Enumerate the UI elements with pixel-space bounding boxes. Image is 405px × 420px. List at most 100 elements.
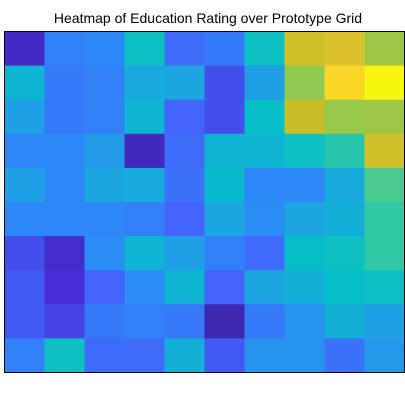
heatmap-cell-r9-c2 bbox=[84, 338, 125, 373]
heatmap-cell-r4-c2 bbox=[84, 167, 125, 203]
heatmap-cell-r5-c4 bbox=[164, 202, 205, 237]
heatmap-cell-r8-c0 bbox=[4, 304, 45, 339]
heatmap-cell-r6-c8 bbox=[324, 236, 365, 271]
heatmap-cell-r5-c5 bbox=[204, 202, 245, 237]
heatmap-cell-r1-c5 bbox=[204, 65, 245, 101]
heatmap-cell-r9-c4 bbox=[164, 338, 205, 373]
heatmap-cell-r0-c8 bbox=[324, 31, 365, 67]
heatmap-cell-r6-c9 bbox=[364, 236, 405, 271]
heatmap-cell-r4-c7 bbox=[284, 167, 325, 203]
heatmap-cell-r2-c9 bbox=[364, 99, 405, 135]
heatmap-cell-r6-c1 bbox=[44, 236, 85, 271]
heatmap-cell-r3-c9 bbox=[364, 133, 405, 169]
heatmap-cell-r2-c4 bbox=[164, 99, 205, 135]
heatmap-cell-r8-c4 bbox=[164, 304, 205, 339]
heatmap-cell-r9-c0 bbox=[4, 338, 45, 373]
heatmap-cell-r9-c5 bbox=[204, 338, 245, 373]
heatmap-cell-r7-c5 bbox=[204, 270, 245, 305]
heatmap-cell-r1-c2 bbox=[84, 65, 125, 101]
heatmap-cell-r0-c0 bbox=[4, 31, 45, 67]
heatmap-cell-r2-c3 bbox=[124, 99, 165, 135]
heatmap-cell-r3-c2 bbox=[84, 133, 125, 169]
heatmap-cell-r3-c0 bbox=[4, 133, 45, 169]
heatmap-cell-r1-c0 bbox=[4, 65, 45, 101]
heatmap-cell-r5-c6 bbox=[244, 202, 285, 237]
heatmap-cell-r2-c1 bbox=[44, 99, 85, 135]
heatmap-cell-r7-c4 bbox=[164, 270, 205, 305]
heatmap-cell-r2-c6 bbox=[244, 99, 285, 135]
heatmap-cell-r8-c5 bbox=[204, 304, 245, 339]
heatmap-cell-r6-c4 bbox=[164, 236, 205, 271]
heatmap-cell-r2-c5 bbox=[204, 99, 245, 135]
heatmap-cell-r9-c6 bbox=[244, 338, 285, 373]
heatmap-cell-r2-c7 bbox=[284, 99, 325, 135]
heatmap-cell-r5-c8 bbox=[324, 202, 365, 237]
heatmap-cell-r6-c5 bbox=[204, 236, 245, 271]
heatmap-cell-r4-c0 bbox=[4, 167, 45, 203]
heatmap-cell-r7-c9 bbox=[364, 270, 405, 305]
heatmap-cell-r5-c1 bbox=[44, 202, 85, 237]
heatmap-cell-r3-c8 bbox=[324, 133, 365, 169]
heatmap-cell-r4-c1 bbox=[44, 167, 85, 203]
heatmap-cell-r5-c9 bbox=[364, 202, 405, 237]
heatmap-cell-r7-c6 bbox=[244, 270, 285, 305]
heatmap-cell-r4-c8 bbox=[324, 167, 365, 203]
heatmap-cell-r8-c3 bbox=[124, 304, 165, 339]
heatmap-cell-r3-c6 bbox=[244, 133, 285, 169]
heatmap-cell-r1-c9 bbox=[364, 65, 405, 101]
heatmap-cell-r8-c6 bbox=[244, 304, 285, 339]
heatmap-cell-r3-c4 bbox=[164, 133, 205, 169]
heatmap-cell-r9-c7 bbox=[284, 338, 325, 373]
heatmap-cell-r0-c3 bbox=[124, 31, 165, 67]
heatmap-cell-r9-c8 bbox=[324, 338, 365, 373]
heatmap-cell-r1-c4 bbox=[164, 65, 205, 101]
heatmap-cell-r5-c2 bbox=[84, 202, 125, 237]
heatmap-cell-r7-c1 bbox=[44, 270, 85, 305]
heatmap-cell-r4-c9 bbox=[364, 167, 405, 203]
heatmap-cell-r4-c5 bbox=[204, 167, 245, 203]
heatmap-cell-r8-c1 bbox=[44, 304, 85, 339]
heatmap-cell-r2-c0 bbox=[4, 99, 45, 135]
heatmap-cell-r4-c6 bbox=[244, 167, 285, 203]
heatmap-cell-r0-c6 bbox=[244, 31, 285, 67]
heatmap-cell-r8-c2 bbox=[84, 304, 125, 339]
heatmap-cell-r7-c2 bbox=[84, 270, 125, 305]
heatmap-cell-r7-c8 bbox=[324, 270, 365, 305]
heatmap-cell-r7-c0 bbox=[4, 270, 45, 305]
heatmap-cell-r9-c1 bbox=[44, 338, 85, 373]
heatmap-cell-r9-c3 bbox=[124, 338, 165, 373]
heatmap-cell-r8-c8 bbox=[324, 304, 365, 339]
heatmap-cell-r0-c2 bbox=[84, 31, 125, 67]
heatmap-cell-r5-c7 bbox=[284, 202, 325, 237]
heatmap-cell-r6-c2 bbox=[84, 236, 125, 271]
heatmap-cell-r5-c3 bbox=[124, 202, 165, 237]
heatmap-cell-r0-c1 bbox=[44, 31, 85, 67]
heatmap-cell-r3-c7 bbox=[284, 133, 325, 169]
heatmap-cell-r6-c6 bbox=[244, 236, 285, 271]
heatmap-cell-r1-c3 bbox=[124, 65, 165, 101]
heatmap-cell-r8-c7 bbox=[284, 304, 325, 339]
heatmap-cells bbox=[4, 31, 405, 373]
heatmap-cell-r9-c9 bbox=[364, 338, 405, 373]
heatmap-cell-r4-c3 bbox=[124, 167, 165, 203]
heatmap-cell-r6-c0 bbox=[4, 236, 45, 271]
heatmap-cell-r0-c7 bbox=[284, 31, 325, 67]
heatmap-cell-r4-c4 bbox=[164, 167, 205, 203]
heatmap-cell-r1-c6 bbox=[244, 65, 285, 101]
chart-title: Heatmap of Education Rating over Prototy… bbox=[54, 10, 362, 26]
heatmap-cell-r3-c3 bbox=[124, 133, 165, 169]
heatmap-cell-r1-c1 bbox=[44, 65, 85, 101]
heatmap-cell-r0-c5 bbox=[204, 31, 245, 67]
heatmap-cell-r1-c7 bbox=[284, 65, 325, 101]
heatmap-cell-r6-c7 bbox=[284, 236, 325, 271]
heatmap-cell-r5-c0 bbox=[4, 202, 45, 237]
heatmap-cell-r0-c4 bbox=[164, 31, 205, 67]
heatmap-cell-r2-c8 bbox=[324, 99, 365, 135]
heatmap-cell-r2-c2 bbox=[84, 99, 125, 135]
heatmap-cell-r0-c9 bbox=[364, 31, 405, 67]
heatmap-cell-r8-c9 bbox=[364, 304, 405, 339]
heatmap-cell-r3-c5 bbox=[204, 133, 245, 169]
heatmap-cell-r7-c3 bbox=[124, 270, 165, 305]
heatmap-cell-r1-c8 bbox=[324, 65, 365, 101]
